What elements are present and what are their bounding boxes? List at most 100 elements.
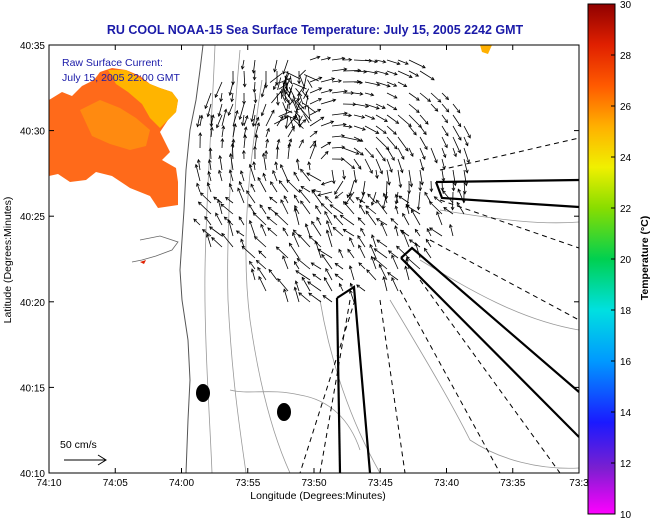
current-vector (193, 218, 201, 226)
current-vector (293, 194, 300, 204)
current-vector (300, 168, 311, 182)
current-vector (252, 161, 256, 171)
current-vector (238, 103, 245, 121)
current-vector (325, 267, 333, 281)
current-vector (287, 114, 297, 127)
current-vector (260, 81, 267, 98)
current-vector (282, 255, 289, 270)
current-vector (253, 145, 257, 160)
current-vector (452, 147, 457, 158)
current-vector (274, 116, 289, 125)
current-vector (293, 207, 300, 226)
current-vector (300, 108, 312, 122)
x-tick-label: 73:40 (434, 478, 459, 489)
current-vector (266, 216, 278, 226)
current-vector (311, 189, 322, 204)
current-vector (367, 193, 377, 204)
current-vector (390, 218, 399, 226)
current-vector (292, 82, 307, 90)
current-vector (228, 81, 234, 96)
current-vector (348, 265, 355, 281)
current-vector (360, 227, 366, 237)
current-vector (426, 227, 432, 237)
current-vector (359, 204, 366, 215)
y-tick-label: 40:25 (20, 212, 45, 223)
current-vector (324, 210, 333, 226)
current-vector (325, 229, 333, 248)
current-vector (332, 226, 344, 237)
current-vector (221, 232, 234, 248)
current-vector (194, 163, 201, 182)
colorbar-ticks: 30 28 26 24 22 20 18 16 14 12 10 (611, 0, 632, 518)
current-vector (394, 193, 399, 204)
current-vector (349, 237, 355, 248)
current-vector (283, 195, 289, 204)
current-vector (441, 158, 446, 170)
current-vector (199, 114, 204, 127)
current-vector (209, 126, 214, 138)
current-vector (296, 105, 308, 111)
current-vector (288, 88, 293, 97)
current-vector (271, 91, 282, 104)
current-vector (317, 191, 333, 197)
current-vector (375, 136, 390, 151)
current-annotation-line2: July 15, 2005 22:00 GMT (62, 72, 180, 84)
current-vector (386, 81, 398, 87)
current-vector (394, 205, 399, 215)
current-vector (375, 59, 387, 64)
current-vector (320, 56, 332, 61)
current-vector (375, 125, 387, 134)
colorbar-label: Temperature (°C) (639, 216, 651, 301)
current-vector (273, 59, 278, 73)
current-vector (283, 288, 289, 303)
current-vector (196, 158, 201, 171)
current-vector (331, 79, 342, 83)
current-vector (270, 181, 278, 193)
current-vector (386, 70, 398, 76)
current-vector (282, 102, 287, 112)
current-vector (243, 126, 248, 138)
current-vector (196, 114, 201, 128)
current-vector (240, 114, 245, 127)
current-vector (366, 269, 377, 281)
current-vector (295, 270, 311, 281)
current-vector (375, 147, 386, 162)
station-marker-2 (277, 403, 291, 421)
current-vector (252, 70, 257, 81)
current-vector (424, 191, 432, 204)
current-vector (231, 138, 236, 149)
current-vector (311, 220, 322, 237)
current-vector (391, 277, 399, 292)
current-vector (243, 115, 249, 127)
current-vector (408, 103, 420, 114)
colorbar-tick-label: 20 (620, 255, 632, 266)
current-vector (284, 86, 291, 94)
current-vector (278, 179, 289, 193)
colorbar-tick-label: 22 (620, 204, 632, 215)
current-vector (286, 179, 300, 193)
current-vector (419, 114, 429, 125)
current-vector (304, 74, 319, 82)
current-vector (307, 281, 322, 292)
current-vector (429, 180, 434, 193)
current-vector (463, 125, 471, 139)
current-vector (408, 70, 420, 77)
current-vector (387, 272, 399, 281)
current-vector (300, 200, 311, 215)
colorbar-tick-label: 18 (620, 306, 632, 317)
current-vector (287, 142, 292, 160)
current-vector (309, 116, 325, 127)
current-vector (324, 195, 333, 204)
current-vector (416, 191, 421, 211)
current-vector (254, 116, 260, 127)
current-vector (405, 205, 421, 215)
current-vector (292, 229, 300, 237)
x-tick-label: 74:10 (36, 478, 61, 489)
current-vector (241, 245, 256, 259)
current-vector (216, 114, 223, 129)
current-vector (349, 282, 355, 292)
current-vector (218, 155, 223, 171)
current-vector (280, 199, 289, 215)
current-vector (349, 289, 355, 303)
current-vector (293, 119, 304, 129)
